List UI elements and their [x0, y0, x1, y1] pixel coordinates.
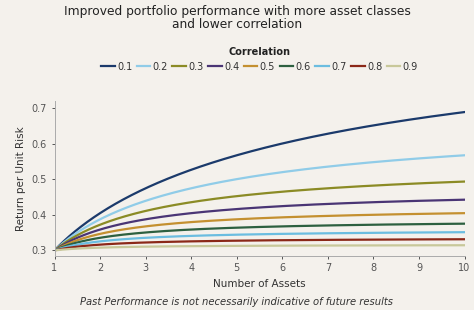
- Text: Past Performance is not necessarily indicative of future results: Past Performance is not necessarily indi…: [81, 297, 393, 307]
- Y-axis label: Return per Unit Risk: Return per Unit Risk: [16, 126, 26, 231]
- Legend: 0.1, 0.2, 0.3, 0.4, 0.5, 0.6, 0.7, 0.8, 0.9: 0.1, 0.2, 0.3, 0.4, 0.5, 0.6, 0.7, 0.8, …: [101, 47, 418, 72]
- Text: Improved portfolio performance with more asset classes: Improved portfolio performance with more…: [64, 5, 410, 18]
- Text: and lower correlation: and lower correlation: [172, 18, 302, 31]
- X-axis label: Number of Assets: Number of Assets: [213, 279, 306, 289]
